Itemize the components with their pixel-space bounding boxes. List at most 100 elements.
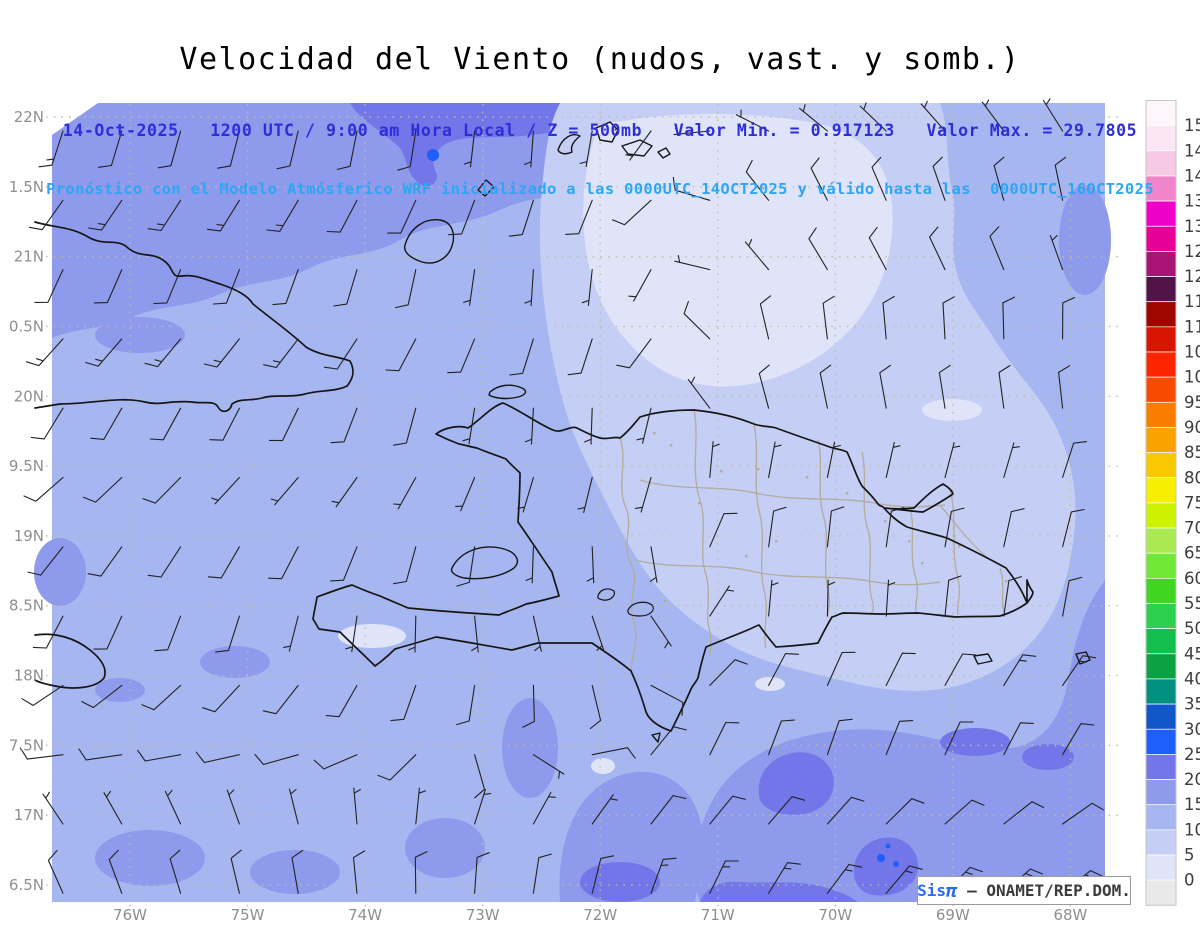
city-markers (653, 432, 1008, 615)
wind-barb (989, 226, 1005, 271)
wind-barb (859, 102, 887, 132)
wind-barb (97, 130, 123, 168)
lat-label: 21N (14, 248, 44, 266)
wind-barb (810, 157, 828, 201)
region-15-20kt-blob (200, 646, 270, 678)
wind-barb (929, 226, 946, 271)
wind-barb (826, 579, 836, 617)
lon-label: 69W (936, 906, 970, 924)
region-0-5kt-patch (922, 399, 982, 421)
wind-barb (313, 754, 358, 770)
wind-barb (768, 796, 806, 825)
wind-barb (81, 684, 123, 709)
wind-barb (226, 789, 240, 825)
wind-barb (463, 130, 476, 168)
wind-barb (1003, 722, 1035, 756)
wind-barb (709, 795, 746, 825)
colorbar-block (1145, 401, 1177, 428)
colorbar-block (1145, 200, 1177, 227)
subtitle-line1: 14-Oct-2025 1200 UTC / 9:00 am Hora Loca… (62, 121, 1138, 140)
wind-barb (885, 798, 925, 825)
saona-island (973, 653, 993, 665)
wind-barb (1062, 655, 1097, 686)
wind-barb (288, 788, 299, 825)
wind-barb (944, 799, 985, 825)
wind-barb (397, 130, 417, 171)
wind-barb (209, 407, 240, 441)
watermark-org-label: – ONAMET/REP.DOM. (957, 881, 1131, 900)
lat-label: 0.5N (9, 317, 44, 335)
colorbar-tick-label: 60 (1184, 569, 1200, 588)
wind-barb (147, 199, 182, 232)
wind-barb (591, 615, 605, 651)
wind-barb (944, 507, 965, 548)
wind-barb (137, 749, 182, 762)
wind-barb (525, 546, 534, 584)
wind-barb (611, 199, 652, 226)
region-20-25kt-blob (580, 862, 660, 902)
city-marker-dot (720, 470, 723, 473)
colorbar-block (1145, 100, 1177, 126)
wind-barb (78, 748, 123, 761)
hispaniola-coastline (312, 402, 1034, 732)
wind-barb (90, 407, 123, 440)
wind-barb (326, 199, 358, 233)
colorbar-block (1145, 502, 1177, 529)
colorbar-block (1145, 577, 1177, 604)
wind-barb (709, 441, 720, 479)
colorbar-tick-label: 115 (1184, 292, 1200, 311)
lon-label: 72W (583, 906, 617, 924)
colorbar-block (1145, 326, 1177, 353)
region-0-5kt-calm-core (583, 114, 893, 387)
wind-barb (85, 338, 123, 367)
colorbar-block (1145, 678, 1177, 705)
wind-barb (153, 269, 182, 305)
wind-barb (944, 575, 962, 617)
colorbar-tick-label: 100 (1184, 368, 1200, 387)
wind-barb (920, 100, 946, 132)
wind-barb (650, 726, 687, 756)
colorbar-tick-label: 125 (1184, 242, 1200, 261)
wind-barb (819, 364, 832, 409)
wind-barb (672, 176, 711, 201)
colorbar-tick-label: 135 (1184, 192, 1200, 211)
wind-barb (532, 615, 542, 652)
wind-barb (634, 476, 652, 513)
wind-barb (169, 849, 182, 894)
wind-barb (885, 441, 901, 479)
colorbar-block (1145, 854, 1177, 881)
region-20-25kt-blob (1022, 744, 1074, 770)
gonave-island (450, 546, 518, 580)
region-20-25kt-blob (853, 837, 919, 896)
lon-label: 73W (466, 906, 500, 924)
lon-label: 75W (231, 906, 265, 924)
wind-barb (262, 684, 299, 715)
wind-barb (23, 476, 64, 502)
wind-barb (650, 857, 677, 894)
wind-barb (591, 855, 615, 894)
wind-barb (211, 476, 240, 505)
colorbar-tick-label: 145 (1184, 141, 1200, 160)
city-marker-dot (846, 492, 849, 495)
colorbar-tick-label: 30 (1184, 720, 1200, 739)
wind-barb (34, 269, 64, 303)
colorbar-tick-label: 0 (1184, 871, 1195, 890)
colorbar-tick-label: 110 (1184, 317, 1200, 336)
wind-barb (270, 476, 299, 506)
wind-barb (352, 850, 366, 894)
wind-barb (471, 615, 479, 653)
header: Velocidad del Viento (nudos, vast. y som… (0, 0, 1200, 236)
city-marker-dot (775, 540, 778, 543)
wind-barb (709, 512, 738, 548)
wind-barb (1003, 442, 1020, 479)
wind-barb (509, 338, 534, 376)
wind-barb (1003, 576, 1022, 617)
wind-barb (942, 296, 955, 340)
region-25-30kt-spot (877, 854, 885, 862)
wind-barb (42, 791, 64, 825)
wind-barb (336, 130, 358, 170)
wind-barb (463, 269, 476, 306)
colorbar-block (1145, 628, 1177, 655)
wind-barb (325, 684, 358, 718)
